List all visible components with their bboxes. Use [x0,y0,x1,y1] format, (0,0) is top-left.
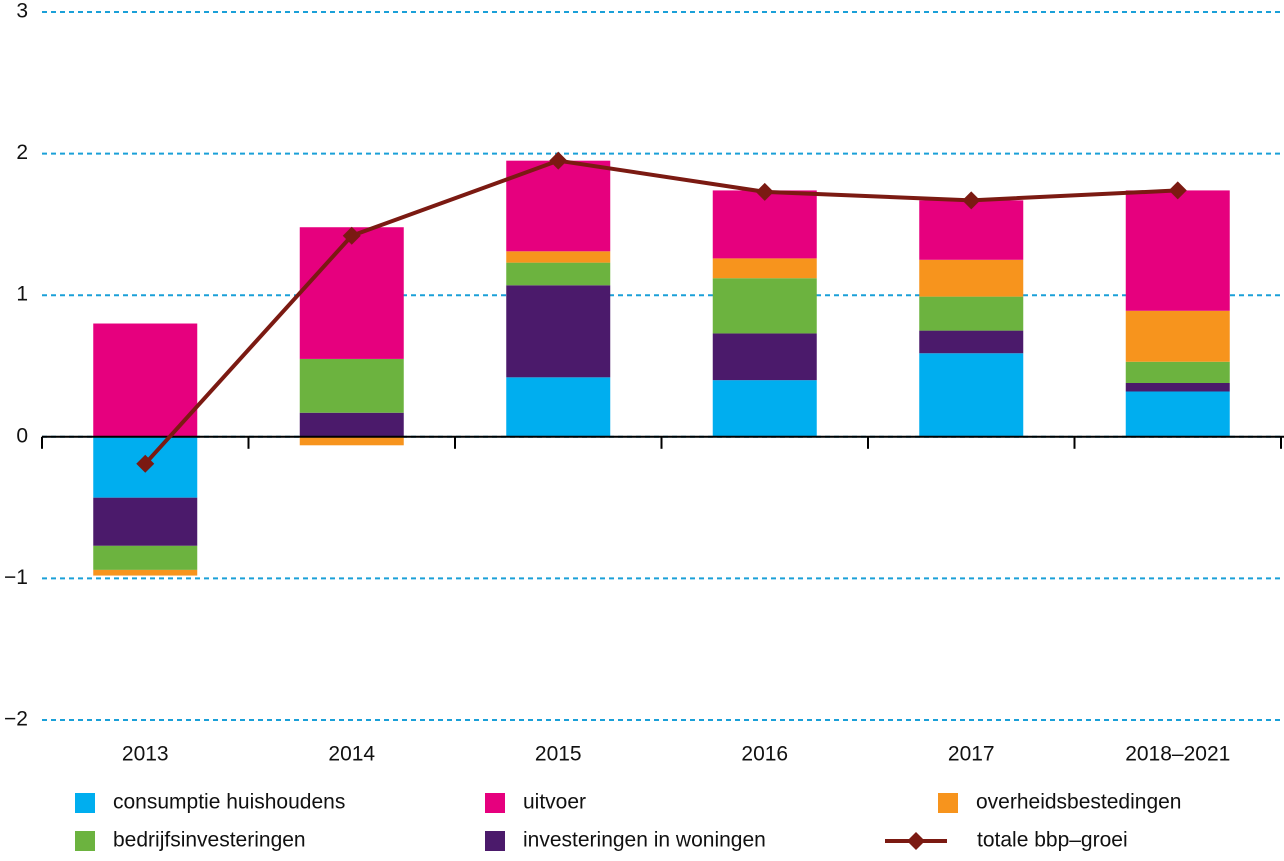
bar-segment [1125,361,1230,383]
legend-swatch [75,831,95,851]
bar-segment [1125,310,1230,362]
x-tick-label: 2017 [948,743,995,766]
bar-segment [712,278,817,334]
y-tick-label: 3 [16,0,28,23]
bar-segment [93,497,198,546]
bar-segment [93,545,198,570]
line-marker [755,182,774,201]
bar-segment [506,377,611,437]
bar-segment [506,251,611,263]
bar-segment [919,330,1024,354]
legend-label: bedrijfsinvesteringen [113,829,306,852]
x-tick-label: 2018–2021 [1125,743,1230,766]
legend-swatch [938,793,958,813]
line-marker [136,454,155,473]
bar-segment [919,259,1024,297]
bar-segment [1125,190,1230,311]
x-tick-label: 2016 [741,743,788,766]
legend-label: totale bbp–groei [977,829,1128,852]
legend-swatch [75,793,95,813]
legend-label: overheidsbestedingen [976,791,1182,814]
x-tick-label: 2015 [535,743,582,766]
bar-segment [299,227,404,359]
bar-segment [299,412,404,437]
line-marker [342,226,361,245]
y-tick-label: 2 [16,141,28,164]
y-tick-label: 1 [16,283,28,306]
bar-segment [506,160,611,252]
bar-segment [919,200,1024,260]
legend-swatch [485,793,505,813]
bar-segment [712,190,817,259]
bar-segment [712,380,817,437]
x-tick-label: 2014 [328,743,375,766]
bar-segment [93,323,198,437]
line-marker [962,191,981,210]
line-marker [549,151,568,170]
legend-label: uitvoer [523,791,586,814]
y-tick-label: −1 [4,566,28,589]
bar-segment [1125,382,1230,392]
y-tick-label: 0 [16,424,28,447]
bar-segment [712,258,817,279]
bar-segment [712,333,817,381]
bar-segment [919,353,1024,437]
x-tick-label: 2013 [122,743,169,766]
legend-marker [907,832,925,850]
legend-swatch [485,831,505,851]
bar-segment [506,262,611,286]
bar-segment [299,358,404,413]
legend-label: consumptie huishoudens [113,791,345,814]
legend-label: investeringen in woningen [523,829,766,852]
bar-segment [1125,391,1230,437]
bar-segment [93,569,198,576]
line-series [143,158,1178,466]
bar-segment [919,296,1024,331]
bar-segment [506,285,611,378]
y-tick-label: −2 [4,708,28,731]
bar-segment [299,436,404,446]
line-marker [1168,181,1187,200]
